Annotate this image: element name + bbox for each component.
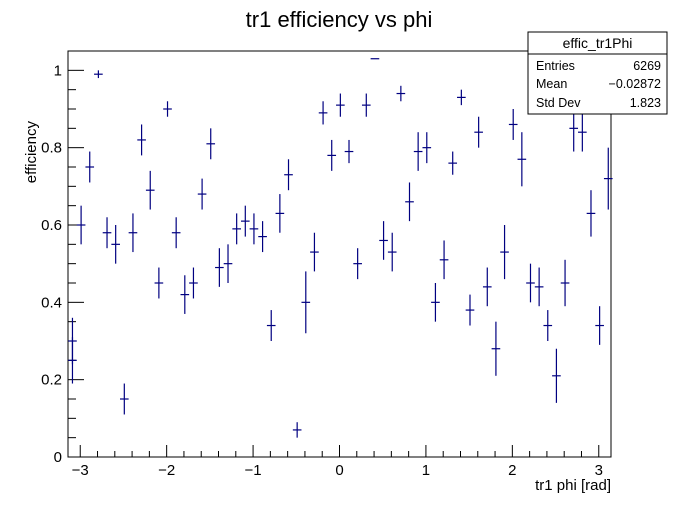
data-point — [603, 147, 613, 210]
data-point — [310, 232, 319, 272]
x-tick-label: −3 — [72, 462, 89, 479]
data-point — [361, 93, 371, 117]
data-point — [387, 232, 397, 272]
data-point — [431, 283, 440, 322]
x-tick-label: 3 — [595, 462, 603, 479]
data-point — [68, 337, 77, 384]
stats-mean-value: −0.02872 — [609, 77, 662, 91]
data-point — [353, 248, 362, 280]
data-point — [413, 132, 423, 171]
x-tick-label: −1 — [245, 462, 262, 479]
data-point — [457, 89, 466, 106]
data-point — [249, 213, 259, 245]
data-point — [94, 70, 103, 79]
data-point — [163, 101, 172, 117]
stats-entries-value: 6269 — [633, 59, 661, 73]
data-point — [552, 348, 561, 403]
y-tick-label: 1 — [54, 62, 62, 79]
data-point — [422, 132, 432, 164]
data-point — [595, 306, 604, 345]
plot-frame — [67, 50, 612, 458]
data-point — [292, 422, 302, 438]
data-point — [119, 383, 129, 415]
data-point — [197, 178, 207, 210]
data-point — [180, 275, 190, 314]
data-point — [145, 170, 155, 210]
data-point — [396, 85, 406, 102]
y-tick-label: 0.6 — [41, 217, 62, 234]
data-point — [534, 267, 544, 307]
data-point — [318, 101, 328, 125]
data-point — [327, 139, 337, 171]
data-point — [76, 205, 86, 245]
data-point — [223, 244, 233, 283]
data-points — [68, 58, 613, 438]
stats-entries-label: Entries — [536, 59, 575, 73]
y-axis-label: efficiency — [23, 121, 40, 184]
data-point — [215, 248, 224, 287]
data-point — [258, 221, 267, 253]
stats-box-frame — [527, 31, 668, 115]
data-point — [448, 151, 458, 175]
data-point — [85, 151, 95, 183]
data-point — [171, 217, 181, 249]
data-point — [517, 132, 527, 187]
data-point — [154, 267, 164, 299]
data-point — [240, 205, 250, 237]
y-tick-label: 0.4 — [41, 294, 62, 311]
data-point — [379, 221, 388, 260]
data-point — [189, 267, 198, 299]
stats-mean-label: Mean — [536, 77, 567, 91]
data-point — [232, 213, 241, 245]
stats-stddev-label: Std Dev — [536, 96, 581, 110]
y-tick-label: 0.8 — [41, 140, 62, 157]
x-axis-label: tr1 phi [rad] — [535, 477, 611, 494]
data-point — [284, 159, 293, 191]
data-point — [543, 310, 553, 341]
data-point — [491, 321, 501, 376]
data-point — [474, 116, 483, 148]
data-point — [465, 294, 475, 326]
data-point — [128, 213, 138, 253]
stats-box: effic_tr1Phi Entries 6269 Mean −0.02872 … — [527, 31, 668, 115]
data-point — [586, 190, 596, 237]
data-point — [275, 194, 285, 233]
data-point — [137, 124, 146, 156]
data-point — [344, 139, 354, 164]
data-point — [405, 182, 414, 222]
data-point — [111, 225, 120, 264]
data-point — [266, 310, 276, 341]
x-tick-label: 2 — [508, 462, 516, 479]
data-point — [526, 263, 535, 303]
data-point — [578, 112, 587, 152]
data-point — [301, 271, 311, 334]
data-point — [102, 217, 112, 249]
y-axis: 0 0.2 0.4 0.6 0.8 1 — [41, 62, 84, 466]
x-axis: −3 −2 −1 0 1 2 3 — [72, 445, 603, 479]
data-point — [336, 93, 345, 117]
y-tick-label: 0.2 — [41, 372, 62, 389]
stats-box-title: effic_tr1Phi — [563, 35, 633, 51]
data-point — [508, 109, 518, 140]
data-point — [500, 225, 509, 280]
data-point — [560, 259, 570, 307]
chart-title: tr1 efficiency vs phi — [246, 7, 433, 32]
x-tick-label: 0 — [335, 462, 343, 479]
data-point — [206, 128, 216, 160]
data-point — [439, 240, 449, 280]
stats-stddev-value: 1.823 — [630, 96, 661, 110]
data-point — [482, 267, 492, 307]
x-tick-label: −2 — [158, 462, 175, 479]
x-tick-label: 1 — [422, 462, 430, 479]
y-tick-label: 0 — [54, 449, 62, 466]
